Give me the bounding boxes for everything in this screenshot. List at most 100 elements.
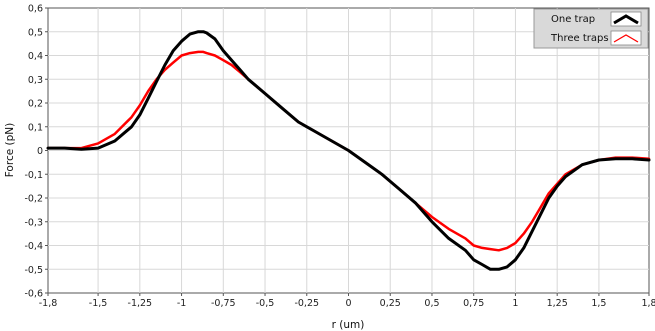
data-point-three-traps	[514, 242, 517, 245]
data-point-three-traps	[180, 54, 183, 57]
data-point-one-trap	[264, 92, 266, 95]
data-point-one-trap	[514, 258, 517, 261]
data-point-one-trap	[164, 64, 166, 66]
data-point-one-trap	[547, 197, 550, 199]
data-point-three-traps	[489, 248, 492, 251]
data-point-one-trap	[205, 32, 208, 34]
data-point-one-trap	[564, 175, 567, 178]
data-point-three-traps	[506, 247, 508, 249]
x-tick-label: 1,25	[547, 298, 568, 309]
y-tick-label: 0,6	[28, 4, 43, 15]
data-point-three-traps	[113, 133, 116, 135]
data-point-one-trap	[330, 140, 333, 142]
data-point-one-trap	[631, 157, 634, 160]
data-point-one-trap	[522, 247, 525, 249]
data-point-one-trap	[197, 30, 200, 33]
data-point-three-traps	[197, 51, 200, 53]
data-point-one-trap	[138, 114, 141, 116]
data-point-one-trap	[130, 125, 133, 128]
data-point-one-trap	[47, 147, 49, 150]
data-point-one-trap	[364, 161, 367, 164]
data-point-three-traps	[147, 90, 150, 92]
data-point-one-trap	[464, 249, 467, 252]
data-point-one-trap	[397, 187, 400, 190]
x-tick-label: 0,75	[463, 298, 484, 309]
x-tick-label: 1	[512, 298, 518, 309]
data-point-one-trap	[113, 140, 116, 142]
data-point-one-trap	[80, 148, 83, 151]
data-point-one-trap	[598, 159, 600, 161]
x-tick-label: -0,5	[256, 298, 275, 309]
data-point-three-traps	[189, 52, 191, 54]
legend-swatch-one-trap	[610, 11, 642, 27]
legend: One trap Three traps	[533, 8, 649, 49]
data-point-one-trap	[305, 125, 308, 128]
data-point-one-trap	[314, 130, 316, 133]
data-point-one-trap	[155, 80, 158, 83]
data-point-three-traps	[497, 249, 500, 252]
data-point-one-trap	[381, 173, 383, 176]
data-point-one-trap	[172, 49, 175, 52]
data-point-one-trap	[280, 106, 283, 109]
data-point-one-trap	[447, 237, 450, 240]
data-point-one-trap	[347, 149, 350, 152]
data-point-one-trap	[481, 263, 483, 266]
data-point-one-trap	[63, 147, 66, 150]
data-point-three-traps	[547, 192, 550, 195]
x-tick-label: -1,25	[128, 298, 153, 309]
data-point-one-trap	[506, 266, 508, 268]
y-tick-label: -0,5	[24, 265, 43, 276]
data-point-three-traps	[539, 206, 542, 209]
data-point-one-trap	[472, 258, 475, 261]
data-point-three-traps	[214, 54, 216, 57]
data-point-one-trap	[614, 157, 617, 160]
x-tick-label: -1,8	[39, 298, 58, 309]
y-tick-label: -0,6	[24, 289, 43, 300]
x-tick-label: -1	[177, 298, 186, 309]
data-point-three-traps	[464, 237, 467, 240]
data-point-one-trap	[247, 78, 250, 81]
data-point-three-traps	[230, 64, 233, 66]
y-tick-label: 0	[37, 146, 43, 157]
data-point-three-traps	[202, 51, 205, 53]
x-tick-label: 1,8	[641, 298, 655, 309]
legend-swatch-three-traps	[610, 30, 642, 46]
x-tick-label: 1,5	[591, 298, 606, 309]
data-point-one-trap	[202, 30, 205, 33]
legend-label-three-traps: Three traps	[550, 33, 609, 44]
data-point-one-trap	[539, 213, 542, 216]
data-point-three-traps	[138, 104, 141, 107]
data-point-one-trap	[531, 230, 533, 233]
data-point-three-traps	[447, 228, 450, 230]
y-tick-label: 0,5	[28, 27, 43, 38]
y-tick-label: -0,4	[24, 241, 43, 252]
x-tick-label: 0	[345, 298, 351, 309]
y-tick-label: 0,4	[28, 51, 43, 62]
legend-line-three-traps	[613, 34, 639, 43]
data-point-one-trap	[497, 268, 500, 271]
data-point-one-trap	[489, 268, 492, 271]
data-point-one-trap	[581, 163, 584, 166]
data-point-one-trap	[648, 159, 650, 161]
data-point-one-trap	[189, 33, 191, 35]
data-point-three-traps	[222, 59, 225, 62]
data-point-one-trap	[431, 220, 433, 223]
series-layer	[46, 30, 651, 271]
x-tick-label: 0,25	[380, 298, 401, 309]
data-point-one-trap	[414, 201, 417, 204]
legend-line-one-trap	[613, 14, 639, 25]
data-point-three-traps	[522, 232, 525, 235]
x-tick-label: -0,25	[294, 298, 319, 309]
x-tick-label: -1,5	[89, 298, 108, 309]
data-point-three-traps	[472, 244, 475, 247]
y-tick-label: 0,3	[28, 75, 43, 86]
y-tick-label: 0,1	[28, 122, 43, 133]
data-point-one-trap	[97, 147, 99, 150]
data-point-three-traps	[130, 116, 133, 119]
data-point-one-trap	[297, 121, 300, 123]
y-tick-label: -0,2	[24, 194, 43, 205]
data-point-one-trap	[180, 40, 183, 43]
data-point-three-traps	[172, 61, 175, 64]
y-axis-title: Force (pN)	[4, 123, 16, 177]
data-point-three-traps	[531, 220, 533, 223]
